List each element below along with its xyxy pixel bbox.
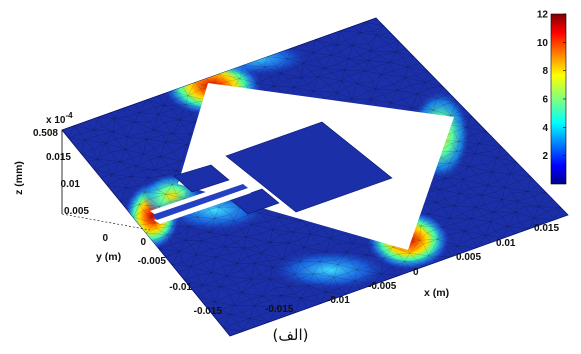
- figure-caption: (الف): [272, 326, 309, 344]
- colorbar: 2 4 6 8 10 12: [537, 10, 567, 185]
- y-tick-minus-0015: -0.015: [194, 306, 223, 317]
- x-tick-0005: 0.005: [456, 252, 481, 263]
- x-tick-001: 0.01: [496, 238, 516, 249]
- colorbar-tick-label: 8: [542, 66, 548, 77]
- z-axis-floor-edge: [61, 213, 151, 231]
- z-exponent: x 10-4: [46, 111, 73, 126]
- x-tick-minus-0015: -0.015: [265, 304, 294, 315]
- feed-line: [152, 184, 248, 220]
- y-tick-minus-0005: -0.005: [138, 256, 167, 267]
- field-glow-lower-band: [270, 250, 390, 290]
- colorbar-tick-label: 4: [542, 123, 548, 134]
- colorbar-ticks: 2 4 6 8 10 12: [537, 10, 566, 162]
- z-axis: 0.508 0.015 0.01 0.005 0 x 10-4 z (mm): [13, 111, 151, 244]
- x-tick-minus-0005: -0.005: [368, 281, 397, 292]
- z-tick-001: 0.01: [61, 179, 81, 190]
- colorbar-tick-label: 6: [542, 95, 548, 106]
- colorbar-tick-label: 12: [537, 10, 549, 21]
- x-axis: -0.015 -0.01 -0.005 0 0.005 0.01 0.015 x…: [265, 223, 559, 315]
- y-axis: 0 -0.005 -0.01 -0.015 y (m): [96, 237, 222, 317]
- x-tick-0: 0: [413, 267, 419, 278]
- z-tick-0508: 0.508: [33, 128, 58, 139]
- feed-strip-lower: [154, 189, 251, 224]
- x-tick-minus-001: -0.01: [327, 295, 350, 306]
- x-axis-label: x (m): [424, 287, 449, 299]
- y-tick-minus-001: -0.01: [169, 282, 192, 293]
- patch-rectangle: [225, 121, 393, 213]
- colorbar-tick-label: 2: [542, 151, 548, 162]
- z-tick-0015: 0.015: [46, 152, 71, 163]
- y-axis-label: y (m): [96, 251, 121, 263]
- colorbar-tick-label: 10: [537, 38, 549, 49]
- z-axis-label: z (mm): [13, 161, 25, 195]
- y-tick-0: 0: [140, 237, 146, 248]
- patch-stub-lower: [230, 188, 280, 215]
- feed-strip-upper: [150, 181, 244, 215]
- z-tick-0005: 0.005: [64, 206, 89, 217]
- x-tick-0015: 0.015: [534, 223, 559, 234]
- z-tick-0: 0: [102, 233, 108, 244]
- patch-stub-upper: [173, 164, 230, 193]
